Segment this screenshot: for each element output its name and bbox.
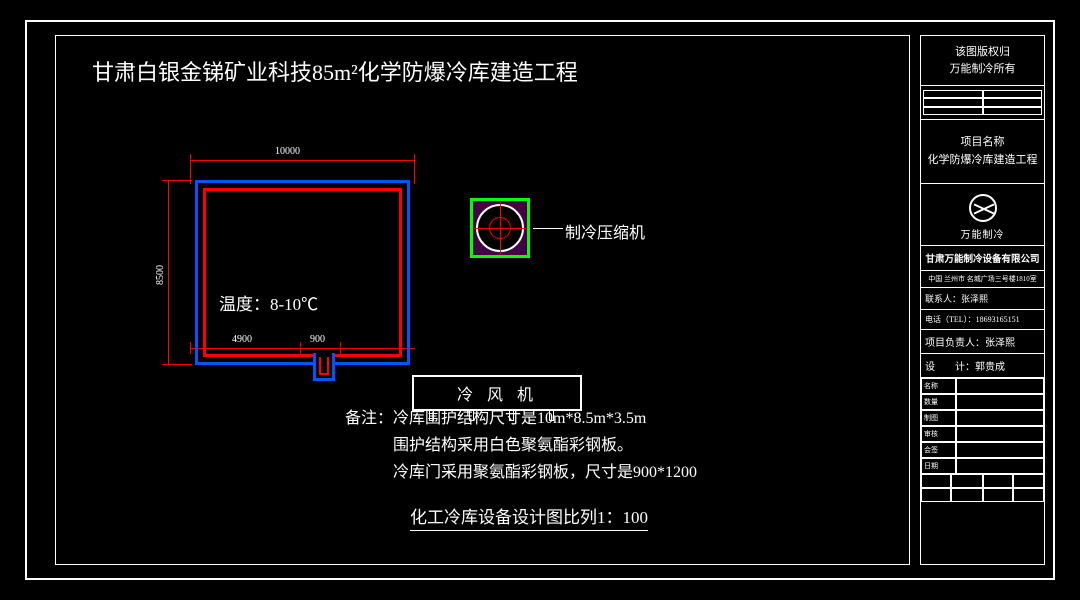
dim-left-tick-top bbox=[162, 180, 192, 181]
tail-label: 制图 bbox=[921, 410, 956, 426]
project-block: 项目名称 化学防爆冷库建造工程 bbox=[921, 120, 1044, 184]
compressor-center-icon bbox=[489, 217, 511, 239]
tail-bottom-row bbox=[921, 474, 1044, 488]
logo-block: 万能制冷 bbox=[921, 184, 1044, 246]
pm-label: 项目负责人： bbox=[925, 338, 985, 349]
contact-name: 张泽熙 bbox=[961, 294, 988, 304]
notes-block: 备注：冷库围护结构尺寸是10m*8.5m*3.5m 围护结构采用白色聚氨酯彩钢板… bbox=[345, 405, 697, 487]
dim-left-line bbox=[168, 180, 169, 365]
project-name: 化学防爆冷库建造工程 bbox=[928, 154, 1038, 166]
temperature-label: 温度：8-10℃ bbox=[219, 290, 318, 315]
dim-left-tick-bottom bbox=[162, 364, 192, 365]
note-line-2: 围护结构采用白色聚氨酯彩钢板。 bbox=[345, 432, 697, 459]
door-inner bbox=[319, 357, 329, 375]
note-line-1: 备注：冷库围护结构尺寸是10m*8.5m*3.5m bbox=[345, 405, 697, 432]
designer-label: 设 计： bbox=[925, 362, 975, 373]
contact-row: 联系人：张泽熙 bbox=[921, 288, 1044, 310]
pm-name: 张泽熙 bbox=[985, 338, 1015, 349]
compressor-leader-line bbox=[533, 228, 563, 229]
company-logo-icon bbox=[969, 194, 997, 222]
scale-label: 化工冷库设备设计图比列1：100 bbox=[410, 503, 648, 531]
note-text-1: 冷库围护结构尺寸是10m*8.5m*3.5m bbox=[393, 410, 646, 427]
dim-top-line bbox=[190, 160, 415, 161]
tail-label: 名称 bbox=[921, 378, 956, 394]
tail-grid: 名称 数量 制图 审核 会签 日期 bbox=[921, 378, 1044, 474]
project-label: 项目名称 bbox=[961, 136, 1005, 148]
fan-label: 冷风机 bbox=[447, 381, 547, 405]
dim-left-label: 8500 bbox=[155, 265, 166, 285]
dim-top-tick-right bbox=[414, 154, 415, 184]
tail-label: 日期 bbox=[921, 458, 956, 474]
tail-bottom-row bbox=[921, 488, 1044, 502]
note-prefix: 备注： bbox=[345, 410, 393, 427]
designer-name: 郭贵成 bbox=[975, 362, 1005, 373]
dim-top-label: 10000 bbox=[275, 146, 300, 157]
tail-label: 会签 bbox=[921, 442, 956, 458]
drawing-title: 甘肃白银金锑矿业科技85m²化学防爆冷库建造工程 bbox=[92, 55, 578, 87]
phone-number: 18693165151 bbox=[976, 315, 1020, 324]
company-address: 中国 兰州市 名城广场三号楼1810室 bbox=[921, 271, 1044, 288]
note-line-3: 冷库门采用聚氨酯彩钢板，尺寸是900*1200 bbox=[345, 459, 697, 486]
contact-label: 联系人： bbox=[925, 294, 961, 304]
company-name: 甘肃万能制冷设备有限公司 bbox=[921, 246, 1044, 271]
title-block-sidebar: 该图版权归 万能制冷所有 项目名称 化学防爆冷库建造工程 万能制冷 甘肃万能制冷… bbox=[920, 35, 1045, 565]
title-text: 甘肃白银金锑矿业科技85m²化学防爆冷库建造工程 bbox=[92, 60, 578, 85]
dim-bottom-tick-l bbox=[190, 342, 191, 354]
tail-label: 数量 bbox=[921, 394, 956, 410]
compressor-unit bbox=[470, 198, 530, 258]
cold-room: 冷风机 bbox=[195, 180, 410, 365]
phone-row: 电话（TEL）：18693165151 bbox=[921, 310, 1044, 330]
designer-row: 设 计：郭贵成 bbox=[921, 354, 1044, 378]
copyright-block: 该图版权归 万能制冷所有 bbox=[921, 36, 1044, 86]
tail-label: 审核 bbox=[921, 426, 956, 442]
phone-label: 电话（TEL）： bbox=[925, 315, 976, 324]
copyright-line-2: 万能制冷所有 bbox=[950, 63, 1016, 75]
compressor-label: 制冷压缩机 bbox=[565, 219, 645, 243]
pm-row: 项目负责人：张泽熙 bbox=[921, 330, 1044, 354]
revision-grid bbox=[921, 86, 1044, 120]
logo-text: 万能制冷 bbox=[925, 226, 1040, 241]
copyright-line-1: 该图版权归 bbox=[955, 46, 1010, 58]
drawing-canvas: 甘肃白银金锑矿业科技85m²化学防爆冷库建造工程 10000 8500 4900… bbox=[0, 0, 1080, 600]
room-inner-wall bbox=[203, 188, 402, 357]
